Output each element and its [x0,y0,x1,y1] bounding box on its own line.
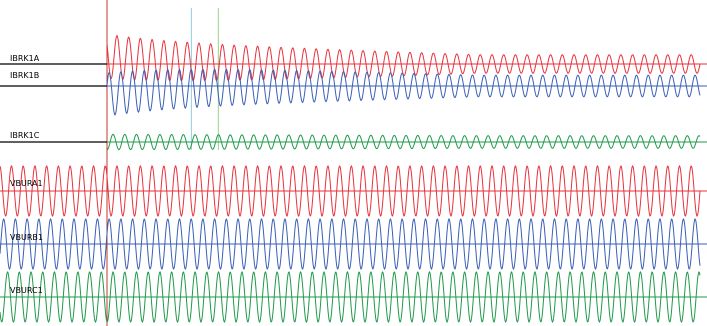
waveform-layer [0,34,707,324]
channel-label-vburb1: VBURB1 [10,233,43,242]
channel-label-ibrk1a: IBRK1A [10,54,40,63]
waveform-vburc1 [0,270,701,324]
waveform-ibrk1c [106,133,701,151]
channel-label-ibrk1c: IBRK1C [10,131,40,140]
channel-label-ibrk1b: IBRK1B [10,71,39,80]
waveform-vburb1 [0,217,701,271]
waveform-vbura1 [0,164,701,218]
channel-label-layer: IBRK1A IBRK1B IBRK1C VBURA1 VBURB1 VBURC1 [10,54,43,295]
waveform-ibrk1b [106,68,701,116]
channel-label-vbura1: VBURA1 [10,179,43,188]
cursor-layer [106,0,219,326]
channel-label-vburc1: VBURC1 [10,286,43,295]
